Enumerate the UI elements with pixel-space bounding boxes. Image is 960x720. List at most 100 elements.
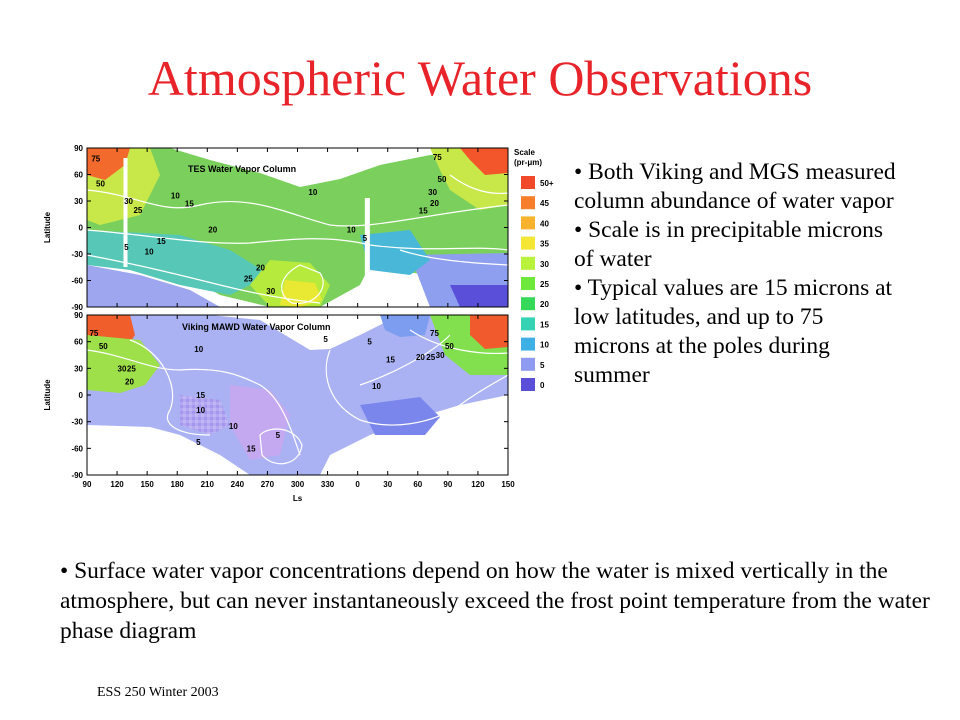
vapor-region xyxy=(87,315,508,475)
contour-label: 15 xyxy=(386,355,395,364)
x-tick-label: 90 xyxy=(83,480,92,489)
vapor-region xyxy=(87,230,270,295)
x-tick-label: 120 xyxy=(471,480,485,489)
contour-label: 10 xyxy=(196,406,205,415)
y-tick-label: 0 xyxy=(79,224,84,233)
contour-label: 50 xyxy=(99,342,108,351)
x-axis-label: Ls xyxy=(293,494,303,503)
scale-label: 10 xyxy=(540,341,549,350)
contour-line xyxy=(86,189,509,227)
x-tick-label: 180 xyxy=(171,480,185,489)
scale-swatch xyxy=(521,277,535,290)
color-scale: Scale(pr-μm) 50+ 45 40 35 30 25 20 15 10 5 0 xyxy=(514,148,554,391)
contour-label: 15 xyxy=(185,200,194,209)
scale-swatch xyxy=(521,378,535,391)
vapor-region xyxy=(87,335,160,393)
vapor-region xyxy=(360,397,440,435)
scale-swatch xyxy=(521,256,535,270)
contour-label: 5 xyxy=(124,243,129,252)
scale-title: Scale xyxy=(514,148,535,157)
data-gap xyxy=(123,158,128,267)
contour-label: 25 xyxy=(127,364,136,373)
contour-line xyxy=(129,339,211,436)
bullet-item: • Both Viking and MGS measured column ab… xyxy=(574,159,896,214)
contour-label: 30 xyxy=(436,351,445,360)
contour-line xyxy=(359,334,451,386)
contour-label: 50 xyxy=(445,342,454,351)
right-bullet-list: • Both Viking and MGS measured column ab… xyxy=(574,158,904,390)
contour-line xyxy=(86,254,321,304)
scale-label: 50+ xyxy=(540,179,554,188)
x-tick-label: 90 xyxy=(443,480,452,489)
scale-label: 5 xyxy=(540,361,545,370)
contour-line xyxy=(325,349,509,426)
vapor-region xyxy=(87,148,130,180)
contour-label: 30 xyxy=(118,364,127,373)
x-tick-label: 0 xyxy=(355,480,360,489)
contour-label: 75 xyxy=(91,155,100,164)
contour-label: 25 xyxy=(133,206,142,215)
contour-label: 5 xyxy=(363,234,368,243)
x-tick-label: 330 xyxy=(321,480,335,489)
contour-label: 15 xyxy=(247,444,256,453)
bottom-bullet-list: • Surface water vapor concentrations dep… xyxy=(60,556,940,646)
y-tick-label: -30 xyxy=(71,250,83,259)
contour-label: 5 xyxy=(276,431,281,440)
contour-line xyxy=(449,174,509,195)
vapor-region xyxy=(180,395,230,435)
contour-label: 5 xyxy=(323,335,328,344)
y-tick-label: 90 xyxy=(74,144,83,153)
x-tick-label: 270 xyxy=(261,480,275,489)
y-tick-label: 0 xyxy=(79,391,84,400)
y-tick-label: -60 xyxy=(71,277,83,286)
tes-panel: TES Water Vapor Column755030251015201015… xyxy=(86,147,509,308)
scale-label: 30 xyxy=(540,260,549,269)
contour-label: 15 xyxy=(419,207,428,216)
contour-label: 20 xyxy=(208,225,217,234)
footer-text: ESS 250 Winter 2003 xyxy=(97,685,219,700)
panel-title: Viking MAWD Water Vapor Column xyxy=(182,322,331,332)
scale-label: 25 xyxy=(540,280,549,289)
vapor-region xyxy=(360,230,430,275)
x-tick-label: 60 xyxy=(413,480,422,489)
y-tick-label: 90 xyxy=(74,311,83,320)
contour-label: 10 xyxy=(372,382,381,391)
bullet-item: • Typical values are 15 microns at low l… xyxy=(574,275,893,388)
scale-swatch xyxy=(521,236,535,250)
vapor-region xyxy=(380,315,430,337)
x-tick-label: 30 xyxy=(383,480,392,489)
contour-line xyxy=(86,229,509,251)
water-vapor-maps: TES Water Vapor Column755030251015201015… xyxy=(43,144,554,503)
contour-label: 20 xyxy=(430,199,439,208)
panel-title: TES Water Vapor Column xyxy=(188,164,296,174)
y-tick-label: -30 xyxy=(71,418,83,427)
scale-label: 15 xyxy=(540,320,549,329)
vapor-region xyxy=(87,265,220,307)
slide-title: Atmospheric Water Observations xyxy=(147,50,813,106)
vapor-region xyxy=(460,148,508,175)
contour-label: 30 xyxy=(428,188,437,197)
contour-line xyxy=(399,249,509,266)
water-vapor-figure: TES Water Vapor Column 75 50 30 25 10 15 20 10 15… xyxy=(30,135,566,520)
x-tick-label: 300 xyxy=(291,480,305,489)
contour-label: 50 xyxy=(438,175,447,184)
x-tick-label: 240 xyxy=(231,480,245,489)
vapor-region xyxy=(230,385,290,460)
x-tick-label: 150 xyxy=(501,480,515,489)
scale-label: 20 xyxy=(540,300,549,309)
contour-label: 30 xyxy=(124,197,133,206)
scale-swatch xyxy=(521,337,535,351)
y-axis-label: Latitude xyxy=(43,379,52,411)
contour-line xyxy=(86,349,301,456)
y-axis-label: Latitude xyxy=(43,211,52,243)
contour-label: 75 xyxy=(430,329,439,338)
x-tick-label: 210 xyxy=(201,480,215,489)
contour-label: 10 xyxy=(171,192,180,201)
contour-label: 10 xyxy=(194,345,203,354)
scale-swatch xyxy=(521,357,535,371)
y-tick-label: -90 xyxy=(71,471,83,480)
vapor-region xyxy=(450,285,508,307)
figure-axes: 9060300-30-60-90Latitude9060300-30-60-90… xyxy=(43,144,515,503)
scale-label: 0 xyxy=(540,381,545,390)
